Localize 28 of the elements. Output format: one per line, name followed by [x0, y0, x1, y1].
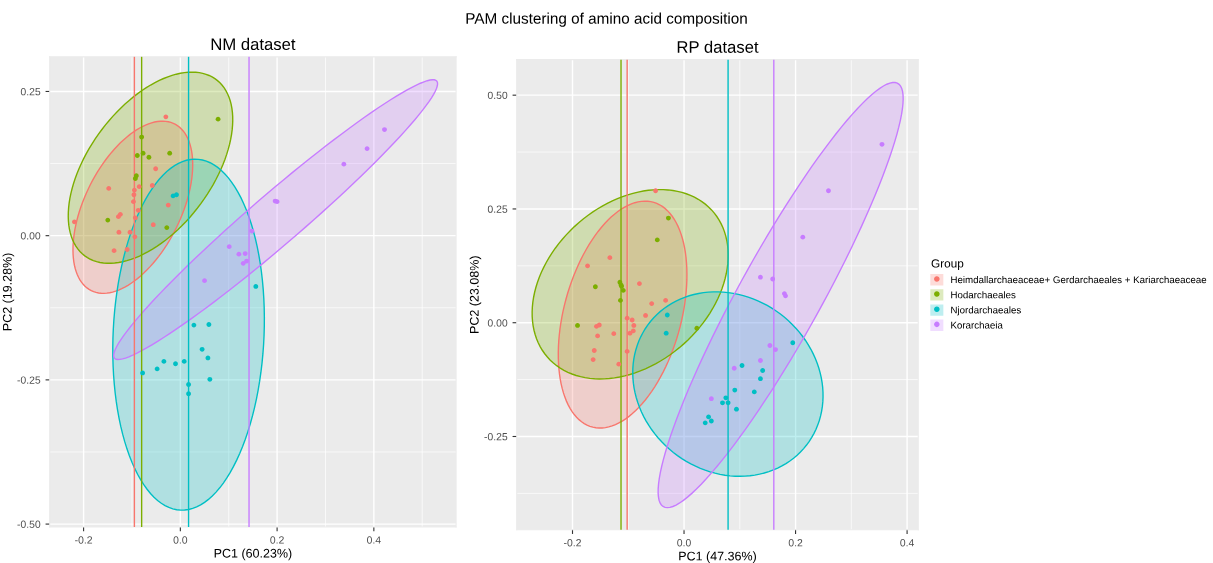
y-tick-label: -0.25: [484, 432, 508, 441]
x-tick-label: 0.4: [367, 536, 381, 544]
y-tick-label: 0.50: [487, 91, 508, 100]
x-axis-title: PC1 (47.36%): [679, 551, 756, 563]
legend-label: Korarchaeia: [951, 321, 1003, 329]
legend-title: Group: [931, 259, 964, 270]
x-axis-title: PC1 (60.23%): [214, 548, 292, 561]
x-tick-label: 0.0: [677, 539, 691, 547]
legend-label: Heimdallarchaeaceae+ Gerdarchaeales + Kariarchaeaceae: [951, 276, 1207, 284]
y-tick-label: -0.25: [17, 376, 41, 384]
x-tick-label: 0.2: [788, 539, 803, 547]
y-axis-title: PC2 (23.08%): [469, 256, 482, 333]
text: PAM clustering of amino acid composition: [466, 12, 747, 27]
y-tick-label: 0.25: [487, 205, 508, 213]
legend-label: Hodarchaeales: [951, 291, 1016, 299]
chart-title: RP dataset: [677, 40, 759, 53]
y-axis-title: PC2 (19.28%): [2, 253, 15, 331]
y-tick-label: 0.00: [487, 319, 508, 327]
y-tick-label: -0.50: [17, 520, 41, 528]
y-tick-label: 0.00: [20, 232, 41, 240]
legend-label: Njordarchaeales: [951, 306, 1021, 316]
x-tick-label: 0.0: [173, 536, 188, 544]
chart-title: NM dataset: [211, 37, 296, 51]
y-tick-label: 0.25: [20, 87, 41, 96]
x-tick-label: -0.2: [563, 539, 581, 547]
x-tick-label: -0.2: [75, 536, 93, 544]
x-tick-label: 0.2: [270, 536, 284, 544]
x-tick-label: 0.4: [900, 539, 915, 547]
